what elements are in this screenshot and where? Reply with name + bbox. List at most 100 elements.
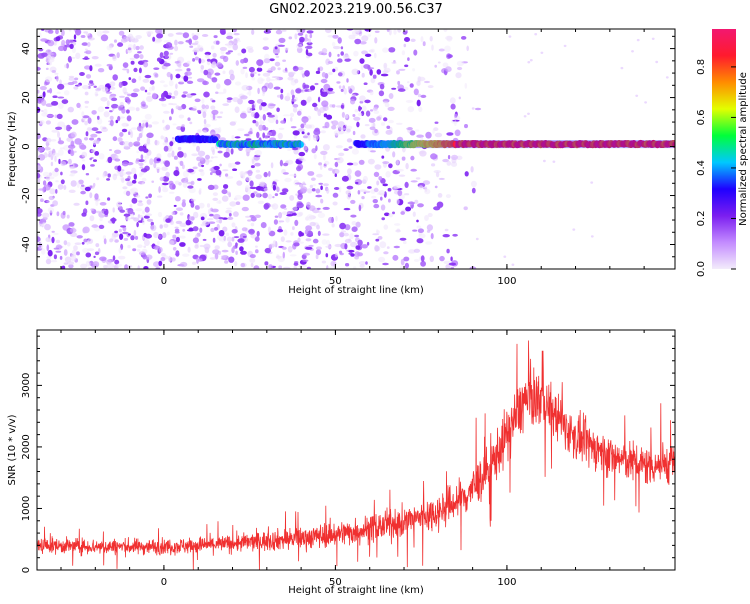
noise-speckle (117, 137, 123, 143)
noise-speckle (292, 130, 300, 136)
noise-speckle (282, 251, 285, 259)
noise-speckle (324, 121, 330, 129)
noise-speckle (84, 65, 91, 70)
noise-speckle (90, 133, 98, 138)
noise-speckle (126, 217, 131, 221)
noise-speckle (470, 180, 477, 188)
noise-speckle (37, 89, 40, 94)
noise-speckle (403, 240, 407, 245)
noise-speckle (446, 132, 454, 136)
noise-speckle (37, 172, 41, 179)
noise-speckle (112, 255, 116, 261)
noise-speckle (121, 161, 129, 167)
noise-speckle (98, 84, 106, 90)
noise-speckle (167, 152, 172, 158)
noise-speckle (207, 184, 215, 190)
noise-speckle (339, 252, 344, 256)
noise-speckle (338, 127, 347, 131)
noise-speckle (455, 72, 462, 79)
noise-speckle (44, 223, 51, 231)
noise-speckle (174, 61, 180, 64)
noise-speckle (273, 86, 281, 90)
noise-speckle (161, 103, 164, 106)
noise-speckle (286, 214, 294, 217)
noise-speckle (136, 136, 141, 142)
noise-speckle (328, 167, 333, 171)
noise-speckle (240, 59, 245, 64)
noise-speckle (222, 103, 229, 106)
noise-speckle (267, 102, 275, 109)
noise-speckle (448, 262, 457, 266)
noise-speckle (59, 255, 63, 260)
noise-speckle (85, 131, 89, 137)
noise-speckle (388, 119, 394, 124)
noise-speckle (150, 224, 157, 232)
noise-speckle (262, 132, 266, 139)
noise-speckle (393, 245, 400, 249)
noise-speckle (320, 185, 323, 191)
noise-speckle (59, 79, 62, 85)
noise-speckle (223, 151, 230, 158)
noise-speckle (54, 167, 59, 173)
noise-speckle (370, 150, 376, 153)
noise-speckle (384, 212, 390, 217)
noise-speckle (242, 66, 248, 69)
noise-speckle (369, 90, 374, 96)
noise-speckle (121, 108, 126, 114)
noise-speckle (293, 265, 297, 269)
noise-speckle (449, 97, 456, 104)
noise-speckle (281, 211, 288, 215)
noise-speckle (280, 120, 286, 124)
noise-speckle (182, 253, 190, 257)
noise-speckle (262, 106, 269, 112)
noise-speckle (94, 251, 100, 256)
band-halo (177, 135, 216, 144)
noise-speckle (344, 58, 351, 62)
noise-speckle (328, 265, 336, 269)
noise-speckle (212, 192, 218, 197)
noise-speckle (51, 101, 59, 106)
noise-speckle (173, 204, 177, 207)
noise-speckle (457, 66, 463, 71)
noise-speckle (85, 48, 88, 51)
noise-speckle (256, 59, 264, 66)
noise-speckle (153, 162, 157, 169)
noise-speckle (410, 168, 418, 172)
noise-speckle (395, 122, 403, 125)
noise-speckle (361, 72, 365, 78)
noise-speckle (137, 215, 144, 219)
noise-speckle (82, 247, 90, 254)
noise-speckle (288, 36, 293, 40)
noise-speckle (210, 98, 213, 101)
noise-speckle (169, 52, 174, 55)
noise-speckle (213, 165, 220, 171)
noise-speckle (343, 207, 351, 211)
noise-speckle (225, 173, 229, 177)
noise-speckle (37, 208, 43, 214)
noise-speckle (73, 245, 78, 251)
noise-speckle (359, 264, 365, 268)
noise-speckle (156, 33, 164, 39)
noise-speckle (347, 168, 352, 175)
noise-speckle (385, 171, 391, 178)
noise-speckle (179, 242, 186, 247)
noise-speckle (206, 203, 211, 208)
noise-speckle (414, 129, 420, 132)
noise-speckle (355, 221, 361, 228)
noise-speckle (181, 124, 185, 128)
noise-speckle (85, 260, 91, 267)
noise-speckle (353, 50, 359, 57)
noise-speckle (127, 233, 131, 236)
noise-speckle (198, 58, 202, 64)
noise-speckle (369, 126, 376, 131)
noise-speckle (55, 126, 63, 130)
noise-speckle (49, 88, 53, 94)
noise-speckle (200, 216, 205, 221)
noise-speckle (259, 104, 263, 111)
snr-line (37, 340, 675, 570)
noise-speckle (338, 152, 345, 157)
noise-speckle (187, 246, 191, 253)
noise-speckle (93, 85, 97, 89)
noise-speckle (146, 137, 151, 145)
